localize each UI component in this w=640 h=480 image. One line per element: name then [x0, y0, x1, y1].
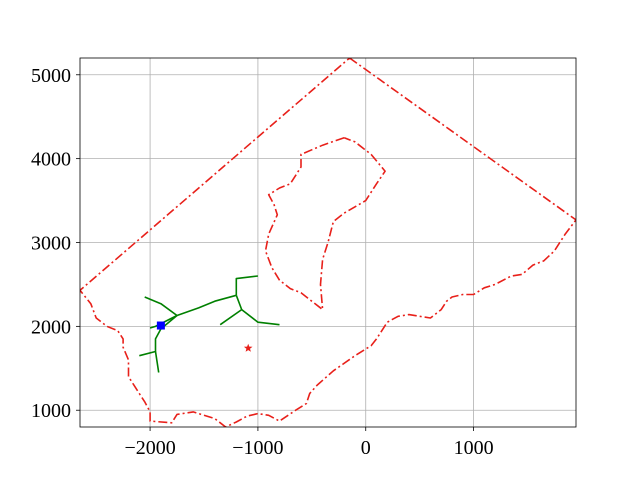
y-tick-label: 1000 — [31, 400, 71, 422]
y-tick-label: 4000 — [31, 149, 71, 171]
x-tick-label: 1000 — [454, 437, 494, 459]
boundary-outer-line — [80, 58, 576, 427]
network-segment — [219, 295, 243, 326]
network-segment — [149, 314, 178, 329]
boundary-inner-line — [264, 136, 386, 311]
network-segment — [235, 275, 258, 296]
y-tick-label: 3000 — [31, 233, 71, 255]
series-group — [80, 58, 576, 427]
x-tick-label: 0 — [361, 437, 371, 459]
x-tick-label: −1000 — [232, 437, 283, 459]
network-segment — [241, 308, 280, 326]
y-tick-label: 5000 — [31, 65, 71, 87]
y-tick-label: 2000 — [31, 316, 71, 338]
square-marker — [156, 321, 165, 330]
network-segment — [154, 351, 160, 373]
plot-area — [80, 58, 576, 427]
network-segment — [144, 296, 178, 317]
x-tick-label: −2000 — [124, 437, 175, 459]
axis-ticks: −2000 −1000 0 1000 1000 2000 3000 4000 5000 — [31, 65, 494, 459]
network-segment — [139, 314, 178, 357]
star-marker — [243, 343, 253, 352]
network-segment — [176, 294, 237, 317]
grid — [80, 58, 576, 427]
markers — [156, 321, 253, 352]
